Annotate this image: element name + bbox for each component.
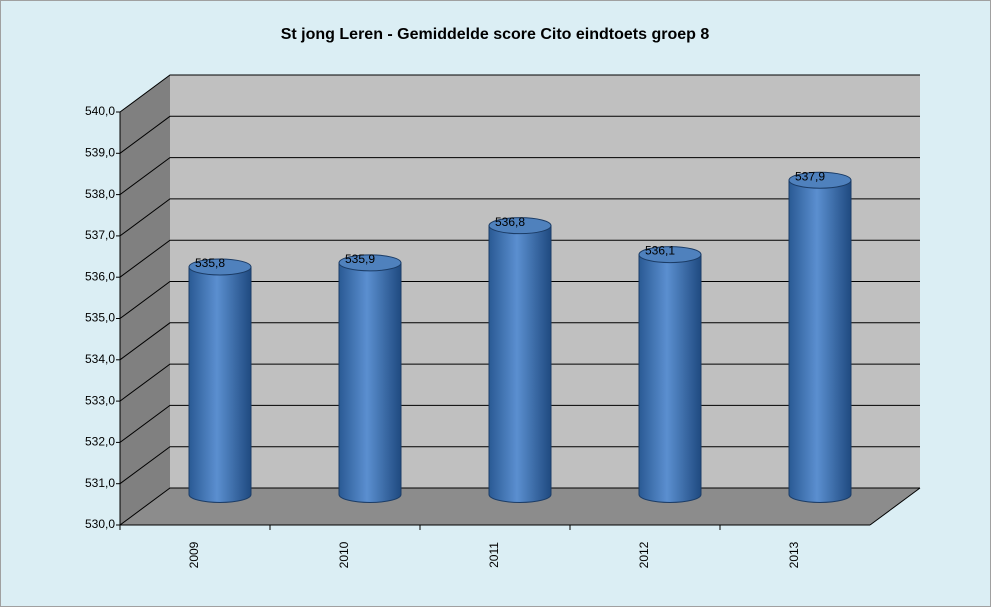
- value-label: 535,9: [345, 252, 375, 266]
- y-tick-label: 530,0: [85, 517, 115, 531]
- floor: [120, 488, 920, 525]
- x-tick-label: 2012: [637, 541, 651, 568]
- cylinder-body: [638, 254, 702, 503]
- cylinder-top: [188, 258, 252, 276]
- value-label: 537,9: [795, 169, 825, 183]
- grid-line: [119, 239, 920, 278]
- x-tick-label: 2010: [337, 541, 351, 568]
- chart-title: St jong Leren - Gemiddelde score Cito ei…: [281, 26, 710, 43]
- y-tick-label: 540,0: [85, 104, 115, 118]
- cylinder-top: [638, 246, 702, 264]
- x-tick-label: 2011: [487, 542, 501, 568]
- y-tick-label: 534,0: [85, 352, 115, 366]
- cylinder-body: [338, 262, 402, 503]
- y-tick-label: 532,0: [85, 435, 115, 449]
- x-tick-label: 2013: [787, 541, 801, 568]
- value-label: 536,8: [495, 215, 525, 229]
- x-tick-label: 2009: [187, 541, 201, 568]
- y-tick-label: 539,0: [85, 145, 115, 159]
- cylinder-top: [788, 171, 852, 189]
- value-label: 535,8: [195, 256, 225, 270]
- y-tick-label: 537,0: [85, 228, 115, 242]
- grid-line: [119, 157, 920, 196]
- cylinder-top: [338, 254, 402, 272]
- y-tick-label: 533,0: [85, 393, 115, 407]
- cylinder-body: [188, 266, 252, 503]
- grid-line: [119, 198, 920, 237]
- y-tick-label: 536,0: [85, 269, 115, 283]
- y-tick-label: 535,0: [85, 311, 115, 325]
- grid-line: [119, 74, 920, 113]
- x-axis-depth: [869, 487, 921, 526]
- y-tick-label: 538,0: [85, 187, 115, 201]
- cylinder-body: [488, 225, 552, 503]
- grid-line: [119, 115, 920, 154]
- cylinder-body: [788, 179, 852, 503]
- value-label: 536,1: [645, 244, 675, 258]
- cylinder-top: [488, 217, 552, 235]
- y-tick-label: 531,0: [85, 476, 115, 490]
